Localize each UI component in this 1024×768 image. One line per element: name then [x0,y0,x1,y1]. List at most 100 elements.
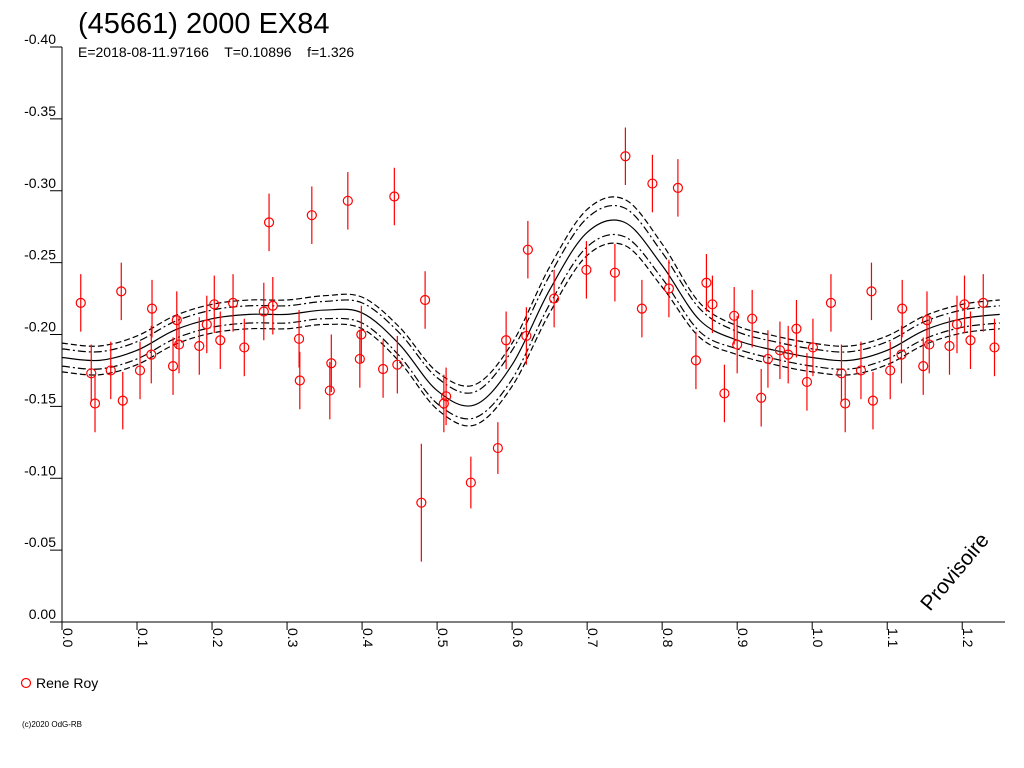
legend-marker [20,677,32,689]
data-point [959,299,970,310]
data-point [324,385,335,396]
x-tick-label: 0.4 [360,628,376,648]
x-tick-label: 1.1 [885,628,901,648]
fit-curve [61,242,1000,427]
x-tick-label: 0.2 [210,628,226,648]
data-point [791,323,802,334]
data-point [756,392,767,403]
data-point [522,244,533,255]
data-point [672,182,684,193]
data-point [263,217,275,228]
data-point [965,335,976,346]
data-point [392,359,403,370]
data-point [356,329,367,340]
data-point [719,388,730,399]
data-point [866,286,877,297]
data-point [836,368,847,379]
data-point [438,398,449,409]
x-tick-label: 0.9 [735,628,751,648]
y-tick-label: -0.05 [24,534,56,550]
data-point [389,191,400,202]
data-point [521,330,532,342]
data-point [897,303,908,314]
data-point [75,297,86,308]
data-point [729,310,740,321]
data-point [636,303,648,314]
data-point [944,340,955,352]
data-point [116,286,127,297]
x-tick-label: 1.2 [960,628,976,648]
data-point [293,333,305,344]
data-point [581,264,592,275]
x-tick-label: 0.6 [510,628,526,648]
data-point [239,342,250,353]
data-point [918,361,929,372]
data-point [663,283,675,294]
data-point [807,342,819,353]
data-point [989,342,1000,353]
data-point [326,358,337,369]
data-point [89,398,101,409]
data-point [171,315,182,326]
data-point [690,355,702,366]
data-point [896,349,907,360]
y-tick-label: -0.20 [24,319,56,335]
data-point [825,297,837,308]
data-point [951,319,963,330]
x-tick-label: 0.3 [285,628,301,648]
data-point [201,319,212,330]
data-point [258,306,269,317]
data-point [86,368,97,379]
x-tick-label: 1.0 [810,628,826,648]
x-tick-label: 0.0 [60,628,76,648]
data-point [701,277,712,288]
y-tick-label: -0.25 [24,247,56,263]
data-point [173,339,185,350]
x-tick-label: 0.7 [585,628,601,648]
chart-subtitle: E=2018-08-11.97166 T=0.10896 f=1.326 [78,44,354,60]
data-point [194,340,205,352]
data-point [134,365,146,376]
y-tick-label: 0.00 [29,606,56,622]
x-tick-label: 0.5 [435,628,451,648]
data-point [492,442,503,454]
data-point [855,365,867,376]
data-point [647,178,658,189]
data-point [227,297,239,308]
data-point [774,345,786,356]
data-point [441,391,452,402]
data-point [885,365,896,376]
data-point [215,335,226,346]
data-point [146,349,157,360]
data-point [377,363,389,375]
data-point [783,349,794,360]
y-tick-label: -0.40 [24,31,56,47]
legend-label: Rene Roy [36,675,98,691]
data-point [354,353,365,365]
y-tick-label: -0.30 [24,175,56,191]
data-point [465,477,476,488]
data-point [416,497,427,508]
data-point [840,398,851,409]
data-point [501,335,512,346]
x-tick-label: 0.8 [660,628,676,648]
footer: (c)2020 OdG-RB [22,720,82,729]
data-point [801,376,813,388]
data-point [267,300,278,311]
chart-title: (45661) 2000 EX84 [78,8,330,40]
data-point [732,339,743,350]
data-point [419,294,431,306]
data-point [549,293,560,304]
data-point [924,339,935,350]
data-point [867,395,879,406]
fit-curve [61,219,1000,407]
data-point [306,210,317,221]
data-point [146,303,158,314]
fit-curve [61,204,1000,394]
data-point [294,375,305,386]
y-tick-label: -0.10 [24,462,56,478]
x-tick-label: 0.1 [135,628,151,648]
data-point [342,195,353,206]
